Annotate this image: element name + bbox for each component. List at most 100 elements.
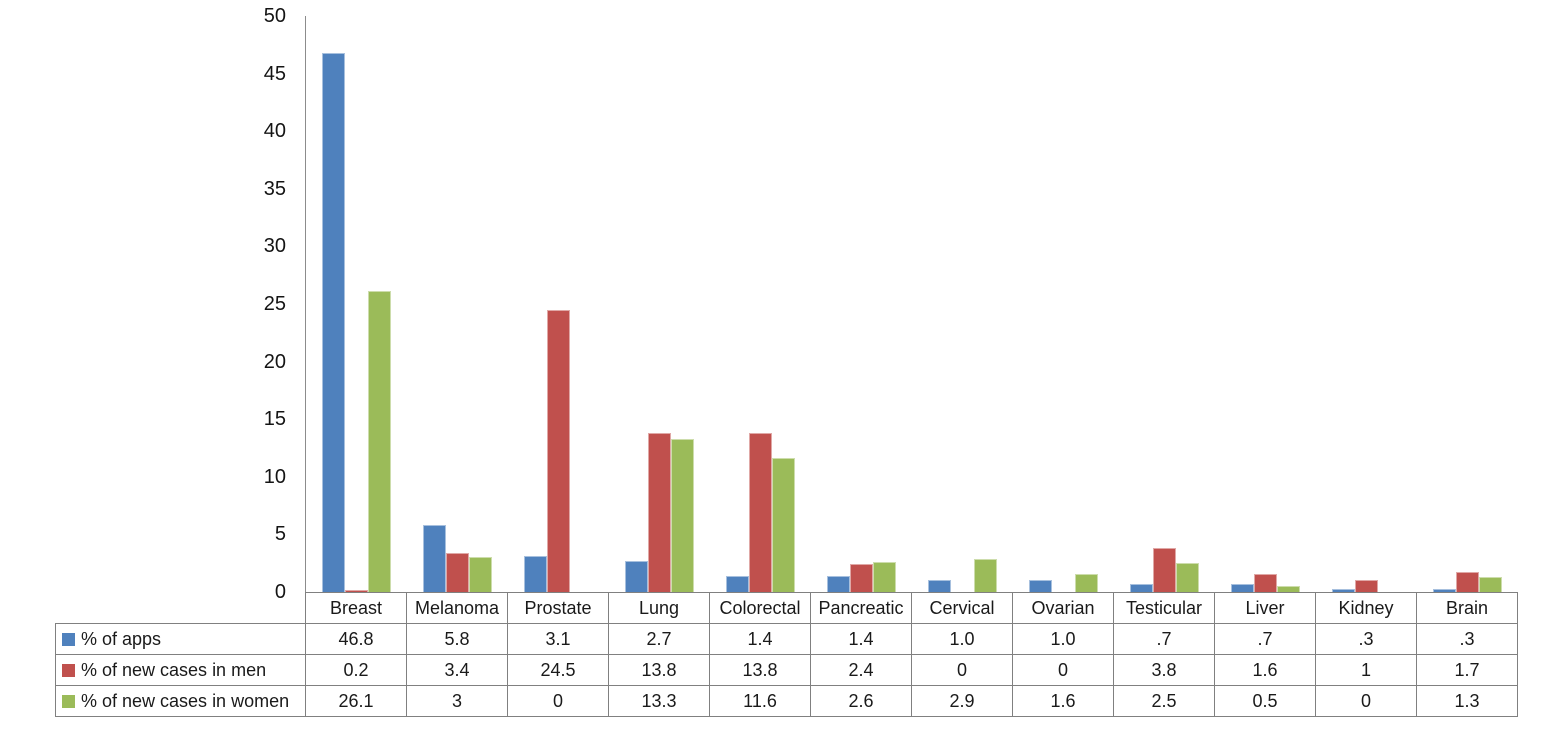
value-cell: 0 (507, 685, 609, 717)
y-axis-tick-label: 5 (274, 523, 286, 546)
value-cell: 13.3 (608, 685, 710, 717)
value-cell: 24.5 (507, 654, 609, 686)
bar (524, 556, 547, 592)
value-cell: .7 (1214, 623, 1316, 655)
bar (423, 525, 446, 592)
value-cell: 1.4 (810, 623, 912, 655)
bar (974, 558, 997, 592)
series-name: % of new cases in men (81, 659, 267, 680)
category-header-cell: Testicular (1113, 592, 1215, 624)
bar (749, 433, 772, 592)
value-cell: 1.6 (1214, 654, 1316, 686)
value-cell: .3 (1416, 623, 1518, 655)
category-header-cell: Prostate (507, 592, 609, 624)
value-cell: 1.6 (1012, 685, 1114, 717)
value-cell: 5.8 (406, 623, 508, 655)
bar (1332, 588, 1355, 592)
value-cell: 1.7 (1416, 654, 1518, 686)
bar (446, 552, 469, 592)
y-axis-tick-label: 45 (263, 62, 286, 85)
value-cell: 11.6 (709, 685, 811, 717)
bar (726, 575, 749, 592)
legend-swatch-icon (62, 663, 75, 677)
value-cell: 3.8 (1113, 654, 1215, 686)
bar (928, 580, 951, 592)
series-row: % of new cases in men 0.2 3.4 24.5 13.8 13.8 2… (55, 654, 1518, 686)
value-cell: 13.8 (608, 654, 710, 686)
bar-group (912, 16, 1013, 592)
legend-cell: % of new cases in women (55, 685, 306, 717)
y-axis-tick-label: 50 (263, 5, 286, 27)
y-axis-tick-label: 40 (263, 120, 286, 143)
category-header-cell: Breast (305, 592, 407, 624)
value-cell: 13.8 (709, 654, 811, 686)
value-cell: 3 (406, 685, 508, 717)
value-cell: 2.5 (1113, 685, 1215, 717)
bar-group (1114, 16, 1215, 592)
category-header-cell: Lung (608, 592, 710, 624)
value-cell: 2.9 (911, 685, 1013, 717)
bar (1456, 572, 1479, 592)
value-cell: 0.5 (1214, 685, 1316, 717)
value-cell: 1.3 (1416, 685, 1518, 717)
bar-group (710, 16, 811, 592)
value-cell: 0 (911, 654, 1013, 686)
bar (1277, 586, 1300, 592)
value-cell: 1.0 (1012, 623, 1114, 655)
value-cell: 1 (1315, 654, 1417, 686)
bar-group (306, 16, 407, 592)
bar (827, 575, 850, 592)
bar-group (1215, 16, 1316, 592)
value-cell: 3.1 (507, 623, 609, 655)
legend-swatch-icon (62, 632, 75, 646)
legend-cell: % of apps (55, 623, 306, 655)
category-header-cell: Cervical (911, 592, 1013, 624)
bar-group (1417, 16, 1518, 592)
bar-group (811, 16, 912, 592)
bar (1075, 573, 1098, 592)
category-header-row: Breast Melanoma Prostate Lung Colorectal Panc… (56, 592, 1518, 624)
category-header-cell: Liver (1214, 592, 1316, 624)
series-row: % of new cases in women 26.1 3 0 13.3 11.6 2.6… (55, 685, 1518, 717)
bar-group (1316, 16, 1417, 592)
table-corner-blank (56, 593, 306, 624)
y-axis-tick-label: 30 (263, 235, 286, 258)
category-header-cell: Kidney (1315, 592, 1417, 624)
bar (368, 291, 391, 592)
category-header-cell: Melanoma (406, 592, 508, 624)
category-header-cell: Ovarian (1012, 592, 1114, 624)
value-cell: 0.2 (305, 654, 407, 686)
category-header-cell: Brain (1416, 592, 1518, 624)
series-name: % of apps (81, 628, 162, 649)
value-cell: 26.1 (305, 685, 407, 717)
legend-cell: % of new cases in men (55, 654, 306, 686)
series-name: % of new cases in women (81, 690, 290, 711)
bar (1231, 583, 1254, 592)
bar-group (407, 16, 508, 592)
bar (671, 438, 694, 592)
y-axis-tick-label: 20 (263, 350, 286, 373)
bar (1176, 563, 1199, 592)
bar (345, 589, 368, 592)
value-cell: 0 (1315, 685, 1417, 717)
y-axis-tick-label: 25 (263, 293, 286, 315)
y-axis-tick-label: 10 (263, 465, 286, 488)
value-cell: 1.4 (709, 623, 811, 655)
bar (850, 564, 873, 592)
bar-group (508, 16, 609, 592)
category-header-cell: Pancreatic (810, 592, 912, 624)
bar (1479, 577, 1502, 592)
value-cell: 0 (1012, 654, 1114, 686)
bar (1153, 548, 1176, 592)
value-cell: 2.4 (810, 654, 912, 686)
plot-area (305, 16, 1518, 593)
bar (1254, 573, 1277, 592)
bar (1355, 580, 1378, 592)
value-cell: .3 (1315, 623, 1417, 655)
series-row: % of apps 46.8 5.8 3.1 2.7 1.4 1.4 1.0 1.0.7.7.3… (55, 623, 1518, 655)
y-axis-tick-label: 35 (263, 177, 286, 200)
value-cell: 3.4 (406, 654, 508, 686)
value-cell: 2.7 (608, 623, 710, 655)
category-header-cell: Colorectal (709, 592, 811, 624)
